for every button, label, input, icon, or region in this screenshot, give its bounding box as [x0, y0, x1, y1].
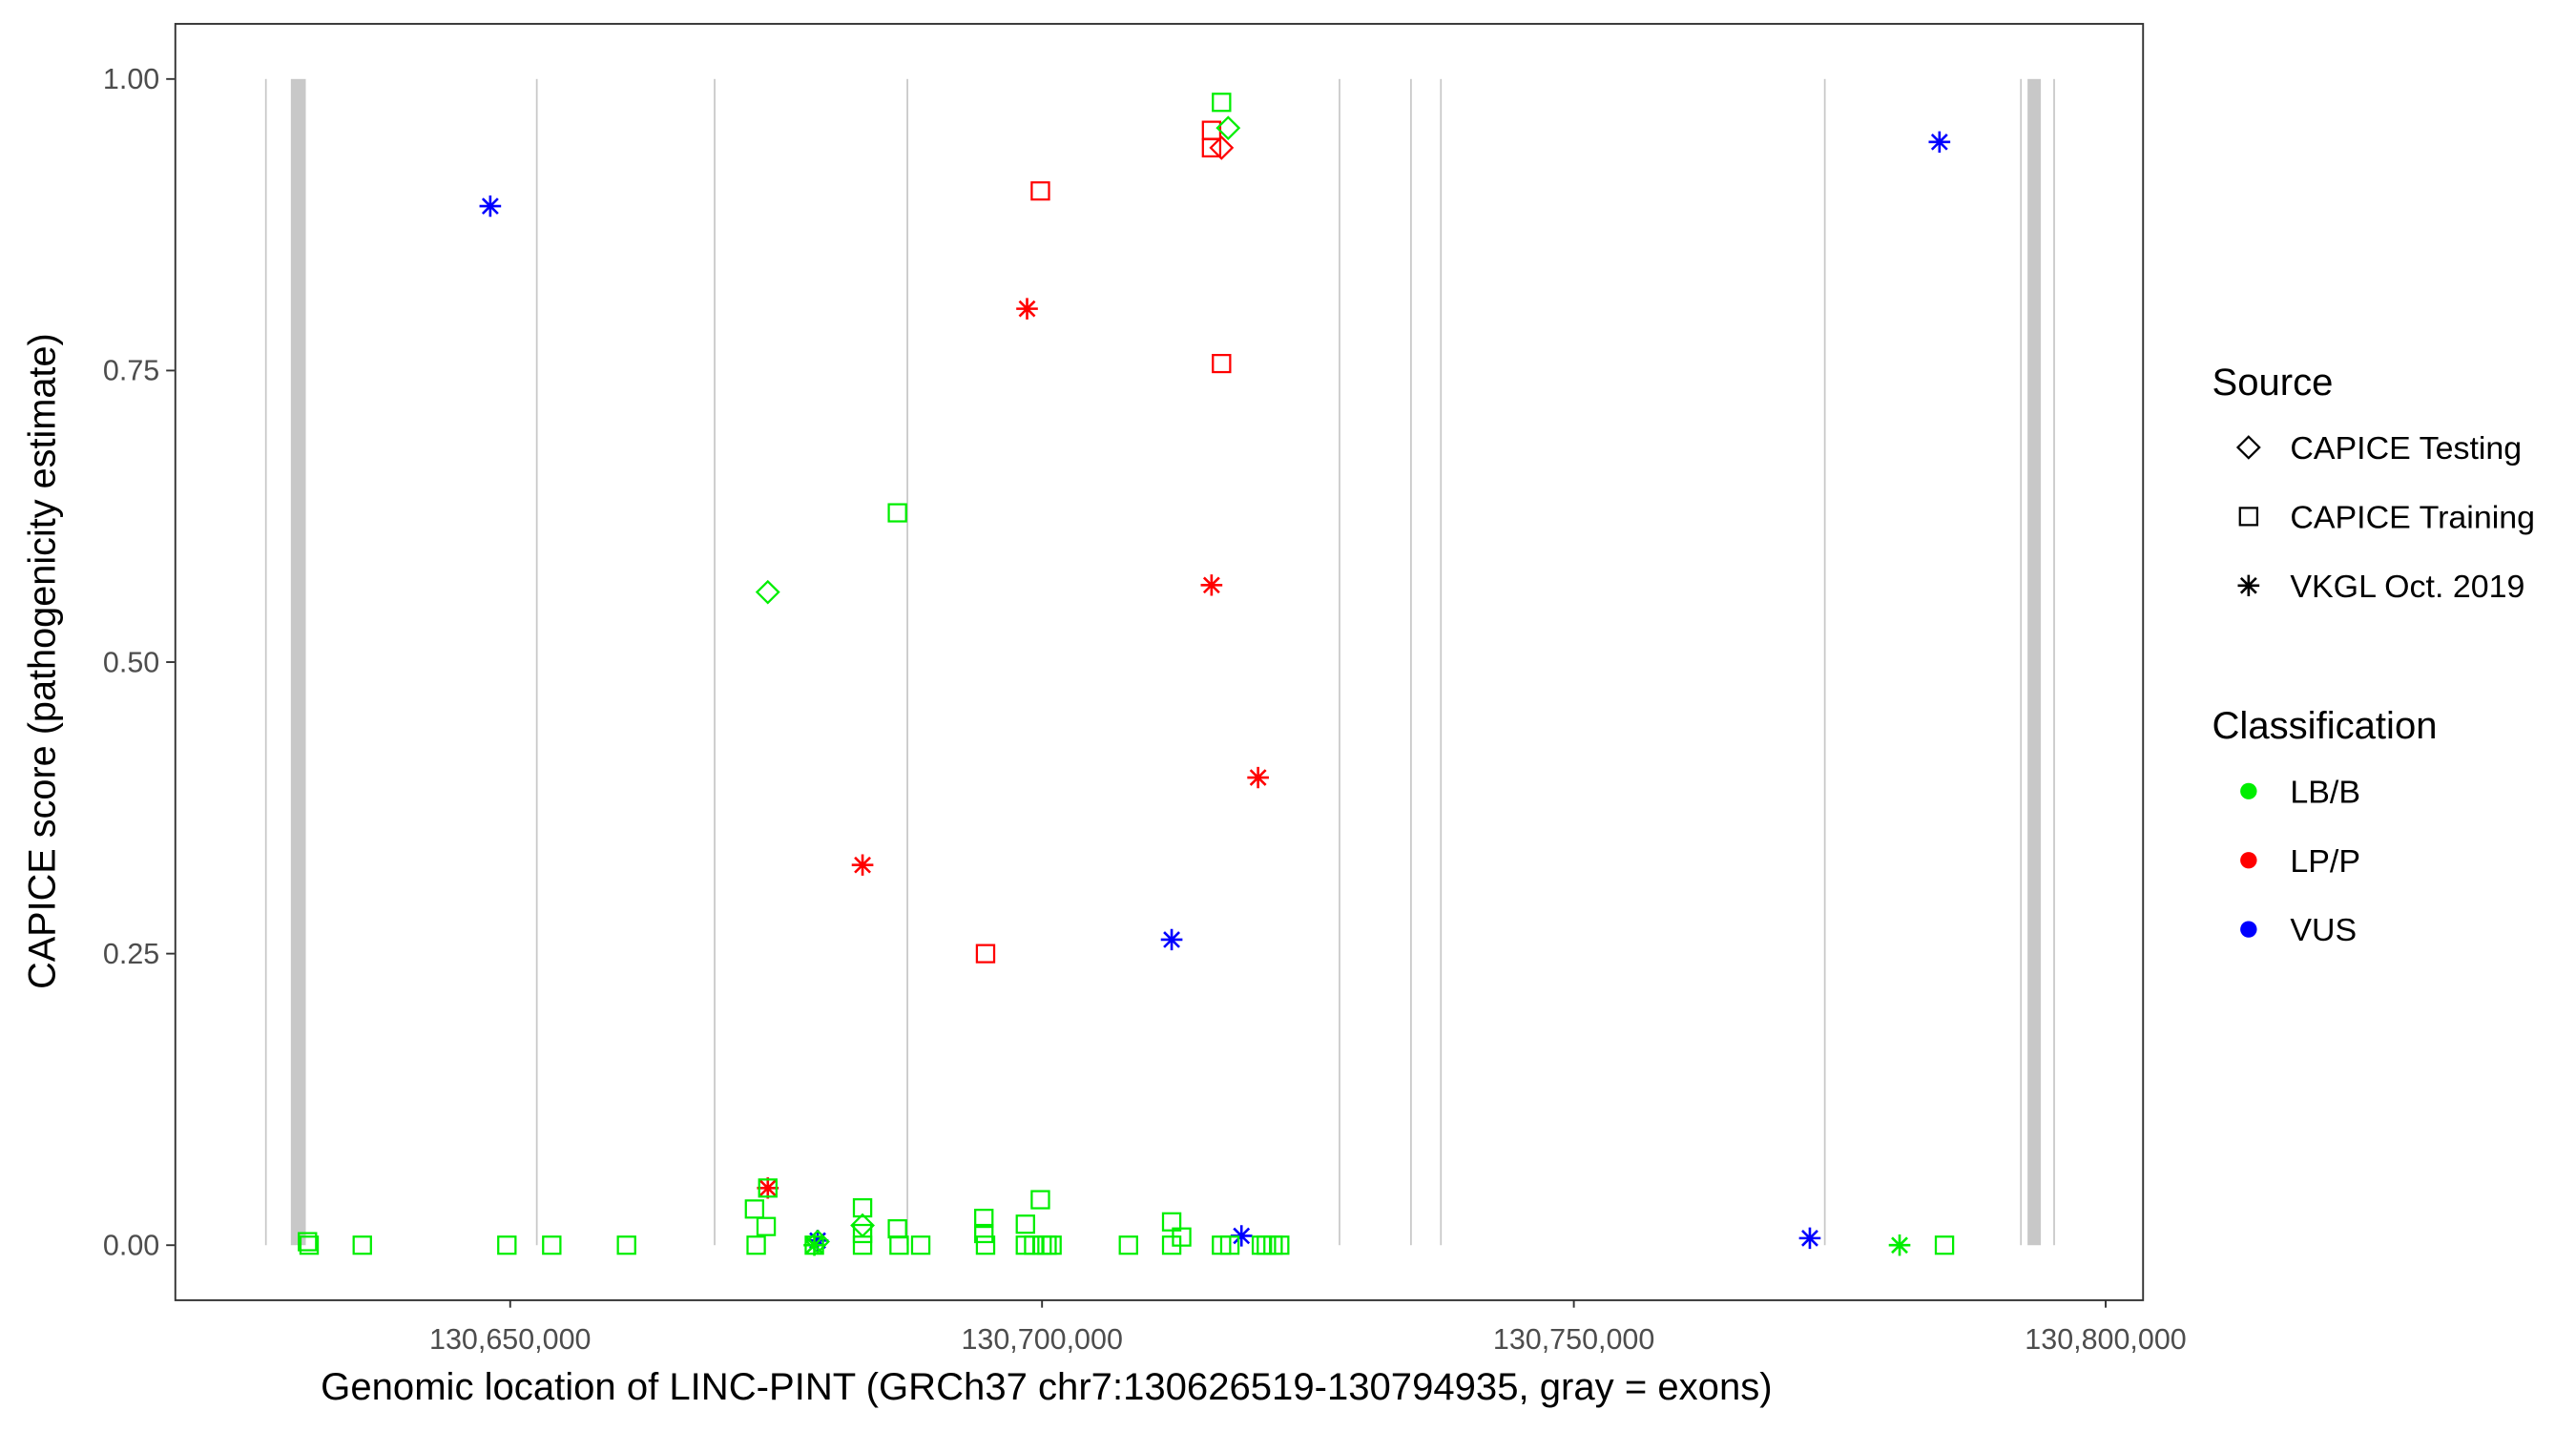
point-square-lpp — [1201, 137, 1222, 158]
exon-bar — [2027, 78, 2042, 1246]
point-square-lbb — [542, 1235, 562, 1255]
exon-bar — [535, 78, 538, 1246]
exon-bar — [1410, 78, 1412, 1246]
legend-star-icon — [2237, 574, 2260, 596]
legend-source-label: VKGL Oct. 2019 — [2290, 569, 2524, 605]
point-square-lbb — [497, 1235, 517, 1255]
point-square-lbb — [1015, 1214, 1035, 1234]
y-tick-label: 0.25 — [103, 939, 159, 970]
exon-bar — [1440, 78, 1443, 1246]
exon-bar — [906, 78, 908, 1246]
point-square-lbb — [298, 1232, 318, 1252]
point-diamond-lpp — [1209, 135, 1235, 160]
point-square-lbb — [889, 1235, 909, 1255]
point-square-lbb — [616, 1235, 636, 1255]
legend: Source Classification CAPICE Testing CAPI… — [2212, 362, 2536, 948]
point-star-vus — [1160, 928, 1183, 951]
point-star-lbb — [803, 1234, 825, 1256]
x-axis-label: Genomic location of LINC-PINT (GRCh37 ch… — [321, 1366, 1772, 1408]
point-square-lbb — [852, 1235, 873, 1255]
point-star-vus — [1230, 1225, 1253, 1247]
point-square-lbb — [1030, 1190, 1050, 1210]
y-tick-label: 0.00 — [103, 1231, 159, 1262]
x-tick-label: 130,700,000 — [961, 1324, 1122, 1356]
y-axis-label: CAPICE score (pathogenicity estimate) — [21, 333, 63, 989]
point-star-lpp — [1016, 298, 1038, 320]
point-star-vus — [1798, 1227, 1821, 1250]
point-star-lbb — [1888, 1234, 1911, 1256]
y-tick-label: 0.50 — [103, 647, 159, 678]
y-tick-label: 0.75 — [103, 356, 159, 387]
x-tick-label: 130,750,000 — [1493, 1324, 1654, 1356]
point-star-lpp — [1200, 574, 1223, 596]
legend-source-label: CAPICE Training — [2290, 500, 2535, 536]
point-square-lbb — [1270, 1235, 1290, 1255]
point-square-lbb — [804, 1235, 824, 1255]
point-diamond-lbb — [755, 579, 780, 605]
legend-source-title: Source — [2212, 362, 2334, 404]
point-square-lpp — [1212, 353, 1232, 374]
point-square-lbb — [852, 1223, 873, 1244]
x-tick-label: 130,650,000 — [429, 1324, 591, 1356]
y-tick-label: 1.00 — [103, 64, 159, 95]
legend-diamond-icon — [2235, 435, 2261, 460]
legend-dot-icon — [2240, 852, 2257, 869]
exon-bar — [2053, 78, 2055, 1246]
y-axis: 0.00 0.25 0.50 0.75 1.00 — [103, 64, 175, 1262]
legend-class-label: LP/P — [2290, 843, 2360, 880]
legend-square-icon — [2238, 507, 2259, 527]
point-square-lpp — [1030, 181, 1050, 201]
exon-bar — [1823, 78, 1826, 1246]
point-square-lpp — [975, 944, 996, 964]
point-square-lbb — [746, 1235, 766, 1255]
point-square-lbb — [910, 1235, 931, 1255]
legend-class-label: LB/B — [2290, 775, 2360, 811]
legend-classification-title: Classification — [2212, 705, 2438, 747]
legend-dot-icon — [2240, 782, 2257, 799]
point-square-lbb — [1212, 93, 1232, 113]
legend-dot-icon — [2240, 921, 2257, 938]
point-square-lbb — [1161, 1212, 1182, 1232]
point-square-lbb — [1042, 1235, 1062, 1255]
exon-bar — [714, 78, 716, 1246]
point-square-lbb — [974, 1209, 994, 1229]
point-star-lpp — [757, 1177, 779, 1199]
point-square-lbb — [758, 1178, 778, 1198]
point-star-vus — [1928, 131, 1951, 154]
x-tick-label: 130,800,000 — [2025, 1324, 2186, 1356]
plot-panel-border — [174, 23, 2145, 1301]
point-square-lbb — [756, 1216, 777, 1236]
point-square-lbb — [1172, 1227, 1192, 1247]
legend-source-label: CAPICE Testing — [2290, 430, 2522, 467]
data-points — [298, 93, 1955, 1256]
point-star-vus — [479, 195, 502, 218]
x-axis: 130,650,000 130,700,000 130,750,000 130,800… — [429, 1299, 2187, 1356]
exon-bar — [2020, 78, 2023, 1246]
point-square-lbb — [852, 1198, 873, 1218]
point-diamond-lbb — [805, 1229, 830, 1255]
point-diamond-lbb — [1215, 115, 1241, 140]
point-square-lbb — [744, 1199, 765, 1219]
exon-bar — [264, 78, 267, 1246]
point-square-lbb — [299, 1235, 320, 1255]
point-square-lbb — [1219, 1235, 1240, 1255]
point-star-lpp — [851, 854, 874, 876]
point-square-lbb — [1118, 1235, 1138, 1255]
point-square-lbb — [1934, 1235, 1955, 1255]
point-square-lbb — [975, 1235, 996, 1255]
legend-class-label: VUS — [2290, 912, 2357, 948]
exon-bar — [290, 78, 306, 1246]
point-square-lbb — [974, 1223, 994, 1244]
exon-bar — [1339, 78, 1340, 1246]
point-star-lpp — [1247, 766, 1269, 789]
exon-lines — [264, 78, 2055, 1246]
point-square-lbb — [887, 503, 907, 523]
point-square-lbb — [352, 1235, 372, 1255]
